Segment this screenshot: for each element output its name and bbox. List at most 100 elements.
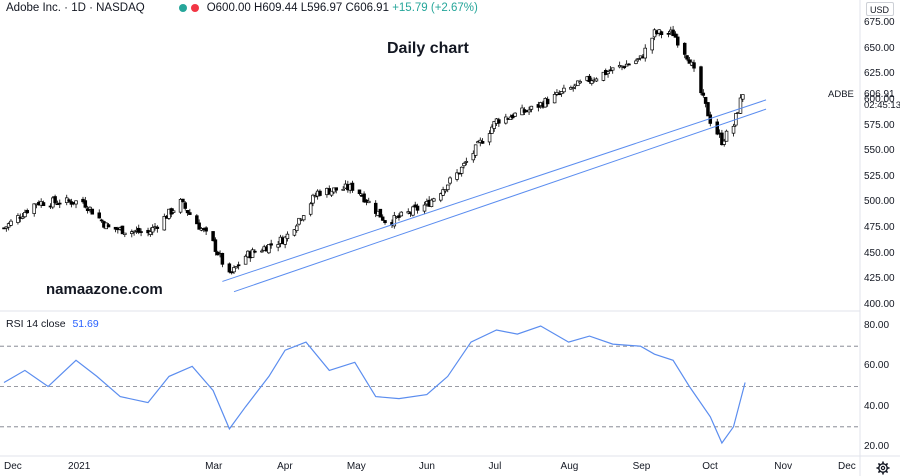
candle-body <box>699 66 703 94</box>
rsi-label-text: RSI 14 close <box>6 318 66 330</box>
bar-countdown: 02:45:13 <box>864 100 900 111</box>
candle-body <box>74 200 78 205</box>
candle-body <box>557 93 562 96</box>
price-tick-label: 550.00 <box>864 145 895 157</box>
date-tick-label: Aug <box>560 461 579 472</box>
candle-body <box>148 231 153 235</box>
candle-body <box>285 233 290 239</box>
candle-body <box>357 189 362 194</box>
candle-body <box>659 31 664 36</box>
candle-body <box>508 116 513 120</box>
date-tick-label: Jul <box>488 461 502 472</box>
candle-body <box>362 193 366 203</box>
candle-body <box>227 263 232 273</box>
price-tick-label: 675.00 <box>864 17 895 28</box>
candle-body <box>250 249 255 258</box>
price-tick-label: 450.00 <box>864 247 895 259</box>
candle-body <box>311 194 315 204</box>
price-tick-label: 500.00 <box>864 196 895 208</box>
candle-body <box>383 220 387 224</box>
candle-body <box>504 116 508 124</box>
candle-body <box>455 172 459 180</box>
date-tick-label: 2021 <box>68 461 91 472</box>
candle-body <box>88 206 92 210</box>
price-tick-label: 625.00 <box>864 68 895 80</box>
symbol-tag: ADBE <box>828 89 854 100</box>
watermark-text: namaazone.com <box>46 281 163 298</box>
rsi-legend[interactable]: RSI 14 close 51.69 <box>6 318 99 330</box>
candle-body <box>183 202 187 209</box>
candle-body <box>41 202 46 207</box>
candle-body <box>380 216 385 221</box>
rsi-series-line <box>3 325 746 445</box>
candle-body <box>473 144 478 156</box>
alert-dot <box>190 4 199 12</box>
candle-body <box>513 112 517 117</box>
candle-body <box>576 80 580 86</box>
candle-body <box>687 59 692 64</box>
candle-body <box>432 198 436 202</box>
candle-body <box>559 91 564 95</box>
candle-body <box>16 215 20 223</box>
rsi-tick-label: 40.00 <box>864 400 890 412</box>
candle-body <box>232 267 236 273</box>
candle-body <box>692 62 696 69</box>
candle-body <box>650 37 654 51</box>
date-tick-label: Nov <box>774 461 793 472</box>
price-tick-label: 575.00 <box>864 119 895 131</box>
candle-body <box>292 229 297 236</box>
price-tick-label: 650.00 <box>864 42 895 54</box>
currency-selector[interactable]: USD <box>866 2 894 16</box>
candle-body <box>83 200 88 208</box>
candle-body <box>97 212 102 219</box>
candle-body <box>85 208 90 212</box>
candle-body <box>462 162 466 167</box>
trendline <box>233 108 767 293</box>
candle-body <box>150 227 155 233</box>
candle-body <box>58 202 62 205</box>
candle-body <box>622 66 627 69</box>
date-tick-label: Apr <box>277 461 293 472</box>
candle-body <box>67 199 71 202</box>
candle-body <box>445 184 450 191</box>
candle-body <box>448 177 452 184</box>
candle-body <box>120 225 125 235</box>
gear-icon[interactable] <box>876 461 890 475</box>
candle-body <box>610 67 615 71</box>
candle-body <box>529 105 534 110</box>
candle-body <box>741 94 745 100</box>
rsi-tick-label: 80.00 <box>864 320 890 331</box>
candle-body <box>666 32 671 35</box>
candle-body <box>9 220 13 226</box>
candle-body <box>703 96 708 104</box>
candle-body <box>197 222 201 230</box>
rsi-tick-label: 20.00 <box>864 441 890 452</box>
symbol-title[interactable]: Adobe Inc. · 1D · NASDAQ <box>6 2 145 14</box>
candle-body <box>373 202 378 214</box>
price-tick-label: 525.00 <box>864 170 895 182</box>
candle-body <box>392 215 397 227</box>
candle-body <box>243 255 248 265</box>
candle-body <box>441 189 445 196</box>
candle-body <box>155 226 160 229</box>
candle-body <box>701 92 706 96</box>
candle-body <box>185 210 190 214</box>
candle-body <box>301 215 306 221</box>
candle-body <box>367 200 371 204</box>
candle-body <box>671 29 675 37</box>
candle-body <box>715 121 719 135</box>
candle-body <box>738 97 743 114</box>
candle-body <box>23 212 27 218</box>
candle-body <box>492 121 496 129</box>
candle-body <box>459 166 464 174</box>
date-tick-label: Mar <box>205 461 223 472</box>
candle-body <box>329 190 334 196</box>
candle-body <box>188 212 192 215</box>
price-tick-label: 475.00 <box>864 222 895 234</box>
candle-body <box>308 203 313 215</box>
candle-body <box>722 140 726 145</box>
rsi-value: 51.69 <box>72 318 99 330</box>
candle-body <box>490 126 494 134</box>
candle-body <box>480 141 485 144</box>
